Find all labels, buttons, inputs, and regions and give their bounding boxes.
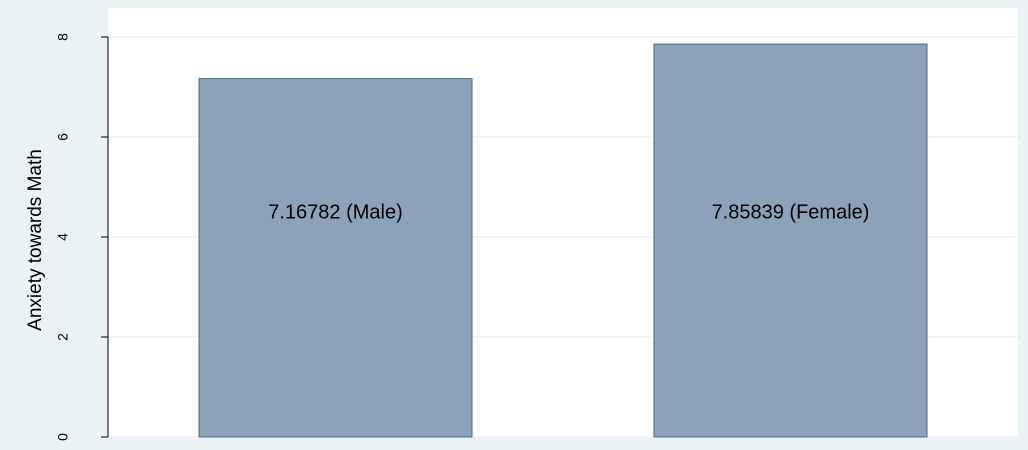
- y-tick-label: 0: [55, 433, 71, 441]
- bar: [198, 78, 473, 438]
- y-tick-label: 2: [55, 333, 71, 341]
- data-label: 7.16782 (Male): [268, 201, 403, 223]
- y-tick-label: 4: [55, 233, 71, 241]
- y-tick-label: 6: [55, 133, 71, 141]
- data-label: 7.85839 (Female): [712, 201, 870, 223]
- y-axis-label: Anxiety towards Math: [25, 149, 46, 331]
- bar: [653, 43, 928, 438]
- y-tick-label: 8: [55, 33, 71, 41]
